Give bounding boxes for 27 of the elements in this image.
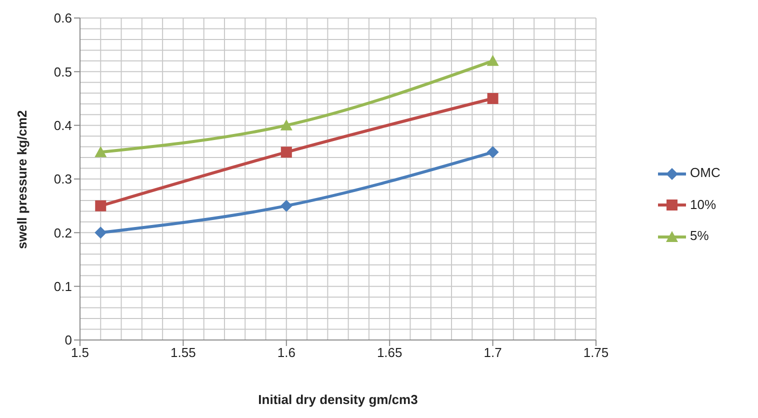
y-tick-label: 0.5 bbox=[54, 64, 72, 80]
y-tick-label: 0.3 bbox=[54, 172, 72, 187]
x-tick-label: 1.6 bbox=[277, 345, 296, 360]
y-tick-label: 0.6 bbox=[54, 10, 72, 26]
legend-label: 5% bbox=[689, 228, 710, 244]
y-tick-label: 0 bbox=[64, 332, 72, 348]
legend-label: OMC bbox=[689, 165, 720, 181]
x-tick-label: 1.65 bbox=[376, 345, 402, 360]
point bbox=[95, 200, 106, 212]
point bbox=[280, 200, 292, 212]
point bbox=[94, 226, 107, 239]
x-tick-label: 1.5 bbox=[70, 345, 90, 360]
x-tick-label: 1.55 bbox=[170, 345, 196, 360]
legend-label: 10% bbox=[689, 196, 718, 212]
x-axis-title: Initial dry density gm/cm3 bbox=[258, 392, 418, 407]
point bbox=[487, 93, 498, 104]
x-tick-label: 1.75 bbox=[583, 345, 609, 360]
y-tick-label: 0.1 bbox=[54, 278, 72, 294]
point bbox=[486, 54, 499, 66]
y-tick-label: 0.4 bbox=[54, 118, 72, 133]
point bbox=[280, 146, 292, 158]
point bbox=[486, 146, 499, 158]
point bbox=[280, 119, 292, 130]
x-tick-label: 1.7 bbox=[484, 345, 502, 360]
y-tick-label: 0.2 bbox=[54, 225, 72, 240]
point bbox=[94, 146, 107, 158]
y-axis-title: swell pressure kg/cm2 bbox=[14, 110, 30, 249]
